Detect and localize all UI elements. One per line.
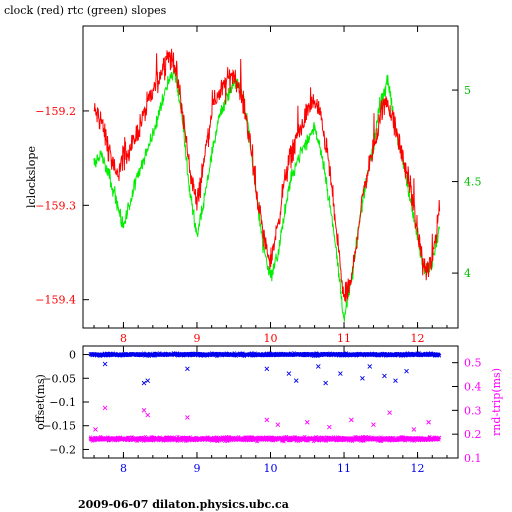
offset-scatter-band (88, 351, 442, 359)
y-right-tick-label: 4.5 (464, 176, 482, 189)
offset-outlier-point (404, 368, 409, 374)
y-left-tick-label: −0.15 (42, 420, 76, 433)
bottom-axis-ticks: 8 9 10 11 12 0 −0.05 −0.1 −0.15 −0.2 0.5 0.4 0.3 0.2 0… (42, 346, 482, 475)
y-left-tick-label: −0.05 (42, 372, 76, 385)
offset-outlier-point (338, 371, 343, 376)
rnd-trip-outlier-point (141, 408, 147, 413)
x-tick-label: 12 (411, 462, 425, 475)
top-panel-frame (82, 25, 459, 329)
y-left-tick-label: 0 (69, 349, 76, 362)
x-tick-label: 8 (120, 332, 127, 345)
rnd-trip-outlier-point (102, 405, 108, 411)
offset-outlier-point (367, 364, 373, 369)
offset-outlier-point (185, 366, 190, 372)
x-tick-label: 11 (337, 332, 351, 345)
y-right-tick-label: 4 (464, 267, 471, 280)
bottom-left-axis-label: offset(ms) (34, 374, 47, 430)
x-tick-label: 10 (264, 462, 278, 475)
offset-outlier-point (145, 378, 151, 383)
clock-series-line (93, 48, 441, 303)
rnd-trip-outlier-point (349, 417, 354, 423)
rnd-trip-outlier-point (304, 419, 310, 425)
x-tick-label: 10 (264, 332, 278, 345)
x-tick-label: 11 (337, 462, 351, 475)
rnd-trip-outlier-point (185, 415, 190, 420)
y-left-tick-label: −0.2 (49, 443, 76, 456)
rnd-trip-scatter-band (88, 434, 442, 444)
x-tick-label: 8 (120, 462, 127, 475)
top-series-layer (93, 48, 441, 322)
rnd-trip-outlier-point (275, 422, 281, 427)
y-right-tick-label: 0.1 (464, 452, 482, 465)
offset-outlier-point (323, 380, 328, 386)
footer-caption: 2009-06-07 dilaton.physics.ubc.ca (78, 498, 289, 511)
rnd-trip-outlier-point (145, 412, 151, 418)
rnd-trip-outlier-point (264, 417, 270, 423)
y-right-tick-label: 0.5 (464, 357, 482, 370)
offset-outlier-point (293, 378, 299, 383)
offset-outlier-point (393, 378, 398, 383)
rnd-trip-outlier-point (411, 427, 417, 432)
offset-outlier-point (141, 380, 147, 386)
offset-outlier-point (264, 366, 270, 372)
offset-outlier-point (315, 364, 321, 369)
y-right-tick-label: 5 (464, 84, 471, 97)
bottom-right-axis-label: rnd-trip(ms) (490, 368, 503, 436)
y-left-tick-label: −159.4 (35, 294, 76, 307)
offset-outlier-point (382, 373, 387, 379)
x-tick-label: 9 (193, 462, 200, 475)
rnd-trip-outlier-point (93, 427, 98, 432)
rnd-trip-outlier-point (387, 410, 392, 416)
x-tick-label: 12 (411, 332, 425, 345)
bottom-series-layer (88, 351, 442, 444)
top-left-axis-label: lclockslope (25, 146, 38, 208)
y-right-tick-label: 0.2 (464, 428, 482, 441)
y-left-tick-label: −159.2 (35, 105, 76, 118)
rnd-trip-outlier-point (327, 424, 332, 430)
y-right-tick-label: 0.4 (464, 381, 482, 394)
chart-title: clock (red) rtc (green) slopes (4, 4, 167, 17)
offset-outlier-point (286, 371, 292, 376)
offset-outlier-point (360, 375, 365, 381)
y-left-tick-label: −0.1 (49, 396, 76, 409)
x-tick-label: 9 (193, 332, 200, 345)
rnd-trip-outlier-point (371, 422, 376, 427)
rnd-trip-outlier-point (426, 419, 431, 425)
offset-outlier-point (102, 361, 108, 367)
y-right-tick-label: 0.3 (464, 404, 482, 417)
top-axis-ticks: 8 9 10 11 12 −159.2 −159.3 −159.4 5 4.5 4 (35, 26, 482, 345)
y-left-tick-label: −159.3 (35, 199, 76, 212)
